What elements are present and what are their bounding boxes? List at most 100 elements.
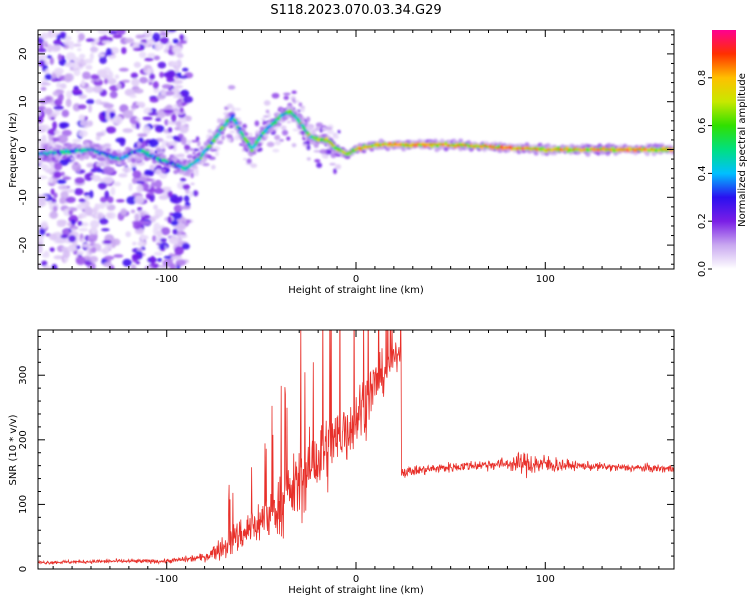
- spectrogram-cell: [43, 144, 49, 149]
- spectrogram-cell: [85, 38, 95, 43]
- spectrogram-cell: [98, 218, 109, 225]
- spectrogram-cell: [149, 97, 159, 103]
- snr-x-tick-label: -100: [155, 574, 178, 585]
- spectrogram-cell: [60, 234, 69, 239]
- spectrogram-cell: [136, 184, 144, 193]
- spectrogram-cell: [113, 181, 122, 187]
- spectrogram-cell: [260, 117, 266, 121]
- spectrogram-cell: [154, 179, 162, 189]
- spectrogram-cell: [192, 190, 199, 197]
- spectrogram-cell: [141, 142, 147, 147]
- spectrogram-cell: [108, 30, 119, 35]
- spectrogram-cell: [313, 149, 321, 153]
- spectrogram-cell: [62, 249, 71, 259]
- spectrogram-ridge: [38, 102, 674, 177]
- spectrogram-cell: [61, 109, 70, 118]
- colorbar-tick-label: 0.8: [697, 70, 708, 86]
- spectrogram-cell: [149, 73, 155, 80]
- spectrogram-cell: [292, 98, 296, 103]
- spectrogram-cell: [163, 48, 169, 54]
- spectrogram-cell: [78, 33, 85, 41]
- spectrogram-cell: [86, 98, 95, 105]
- spectrogram-cell: [319, 149, 328, 154]
- spectrogram-cell: [59, 197, 66, 205]
- spectrogram-cell: [159, 37, 169, 45]
- spectrogram-cell: [172, 211, 183, 220]
- spectrogram-x-tick-label: 100: [536, 274, 555, 285]
- spectrogram-cell: [231, 114, 235, 118]
- spectrogram-cell: [76, 250, 84, 256]
- spectrogram-cell: [172, 143, 177, 152]
- spectrogram-cell: [50, 78, 62, 82]
- spectrogram-cell: [154, 168, 162, 175]
- spectrogram-cell: [130, 105, 137, 110]
- spectrogram-cell: [82, 71, 91, 80]
- spectrogram-cell: [122, 128, 133, 133]
- spectrogram-cell: [174, 246, 184, 256]
- spectrogram-cell: [227, 85, 236, 90]
- spectrogram-cell: [65, 196, 76, 203]
- spectrogram-cell: [168, 235, 179, 245]
- spectrogram-cell: [193, 165, 199, 170]
- spectrogram-cell: [124, 88, 136, 97]
- spectrogram-cell: [229, 130, 235, 134]
- spectrogram-cell: [122, 258, 132, 267]
- spectrogram-cell: [198, 160, 204, 165]
- spectrogram-cell: [68, 235, 77, 243]
- spectrogram-cell: [65, 90, 72, 99]
- spectrogram-cell: [179, 107, 184, 113]
- spectrogram-cell: [172, 79, 183, 85]
- spectrogram-cell: [300, 107, 305, 113]
- spectrogram-cell: [104, 190, 110, 200]
- spectrogram-cell: [150, 255, 156, 265]
- spectrogram-cell: [62, 176, 72, 180]
- spectrogram-cell: [53, 39, 62, 46]
- spectrogram-cell: [177, 153, 185, 158]
- spectrogram-cell: [51, 263, 58, 269]
- spectrogram-cell: [297, 114, 303, 119]
- spectrogram-cell: [56, 179, 67, 185]
- spectrogram-cell: [254, 120, 260, 127]
- spectrogram-cell: [51, 73, 57, 80]
- spectrogram-cell: [56, 82, 62, 89]
- spectrogram-cell: [274, 140, 281, 146]
- spectrogram-cell: [645, 151, 650, 157]
- spectrogram-cell: [60, 83, 67, 89]
- spectrogram-cell: [115, 199, 125, 203]
- spectrogram-cell: [165, 134, 173, 139]
- spectrogram-cell: [100, 196, 108, 203]
- spectrogram-cell: [55, 89, 65, 95]
- spectrogram-cell: [101, 40, 112, 44]
- spectrogram-cell: [52, 137, 60, 142]
- spectrogram-cell: [149, 193, 155, 203]
- spectrogram-cell: [133, 61, 142, 68]
- spectrogram-cell: [327, 128, 334, 135]
- spectrogram-cell: [38, 106, 44, 111]
- spectrogram-cell: [142, 149, 146, 153]
- spectrogram-cell: [192, 151, 196, 155]
- colorbar-label: Normalized spectral amplitude: [737, 73, 748, 227]
- spectrogram-cell: [237, 126, 242, 130]
- spectrogram-cell: [48, 233, 57, 241]
- spectrogram-cell: [44, 61, 49, 65]
- spectrogram-cell: [295, 100, 300, 103]
- spectrogram-cell: [172, 93, 182, 99]
- spectrogram-cell: [166, 69, 176, 78]
- spectrogram-cell: [53, 162, 63, 171]
- spectrogram-cell: [263, 134, 269, 139]
- spectrogram-cell: [103, 262, 113, 268]
- spectrogram-cell: [248, 132, 253, 138]
- spectrogram-cell: [161, 154, 167, 159]
- spectrogram-cell: [114, 74, 120, 79]
- spectrogram-cell: [52, 44, 61, 51]
- figure-title: S118.2023.070.03.34.G29: [270, 3, 441, 18]
- spectrogram-cell: [186, 139, 192, 145]
- spectrogram-cell: [95, 135, 101, 141]
- spectrogram-cell: [60, 171, 65, 177]
- spectrogram-cell: [458, 138, 464, 143]
- spectrogram-cell: [216, 140, 224, 145]
- spectrogram-cell: [443, 147, 449, 152]
- spectrogram-cell: [585, 152, 591, 157]
- spectrogram-cell: [145, 151, 150, 155]
